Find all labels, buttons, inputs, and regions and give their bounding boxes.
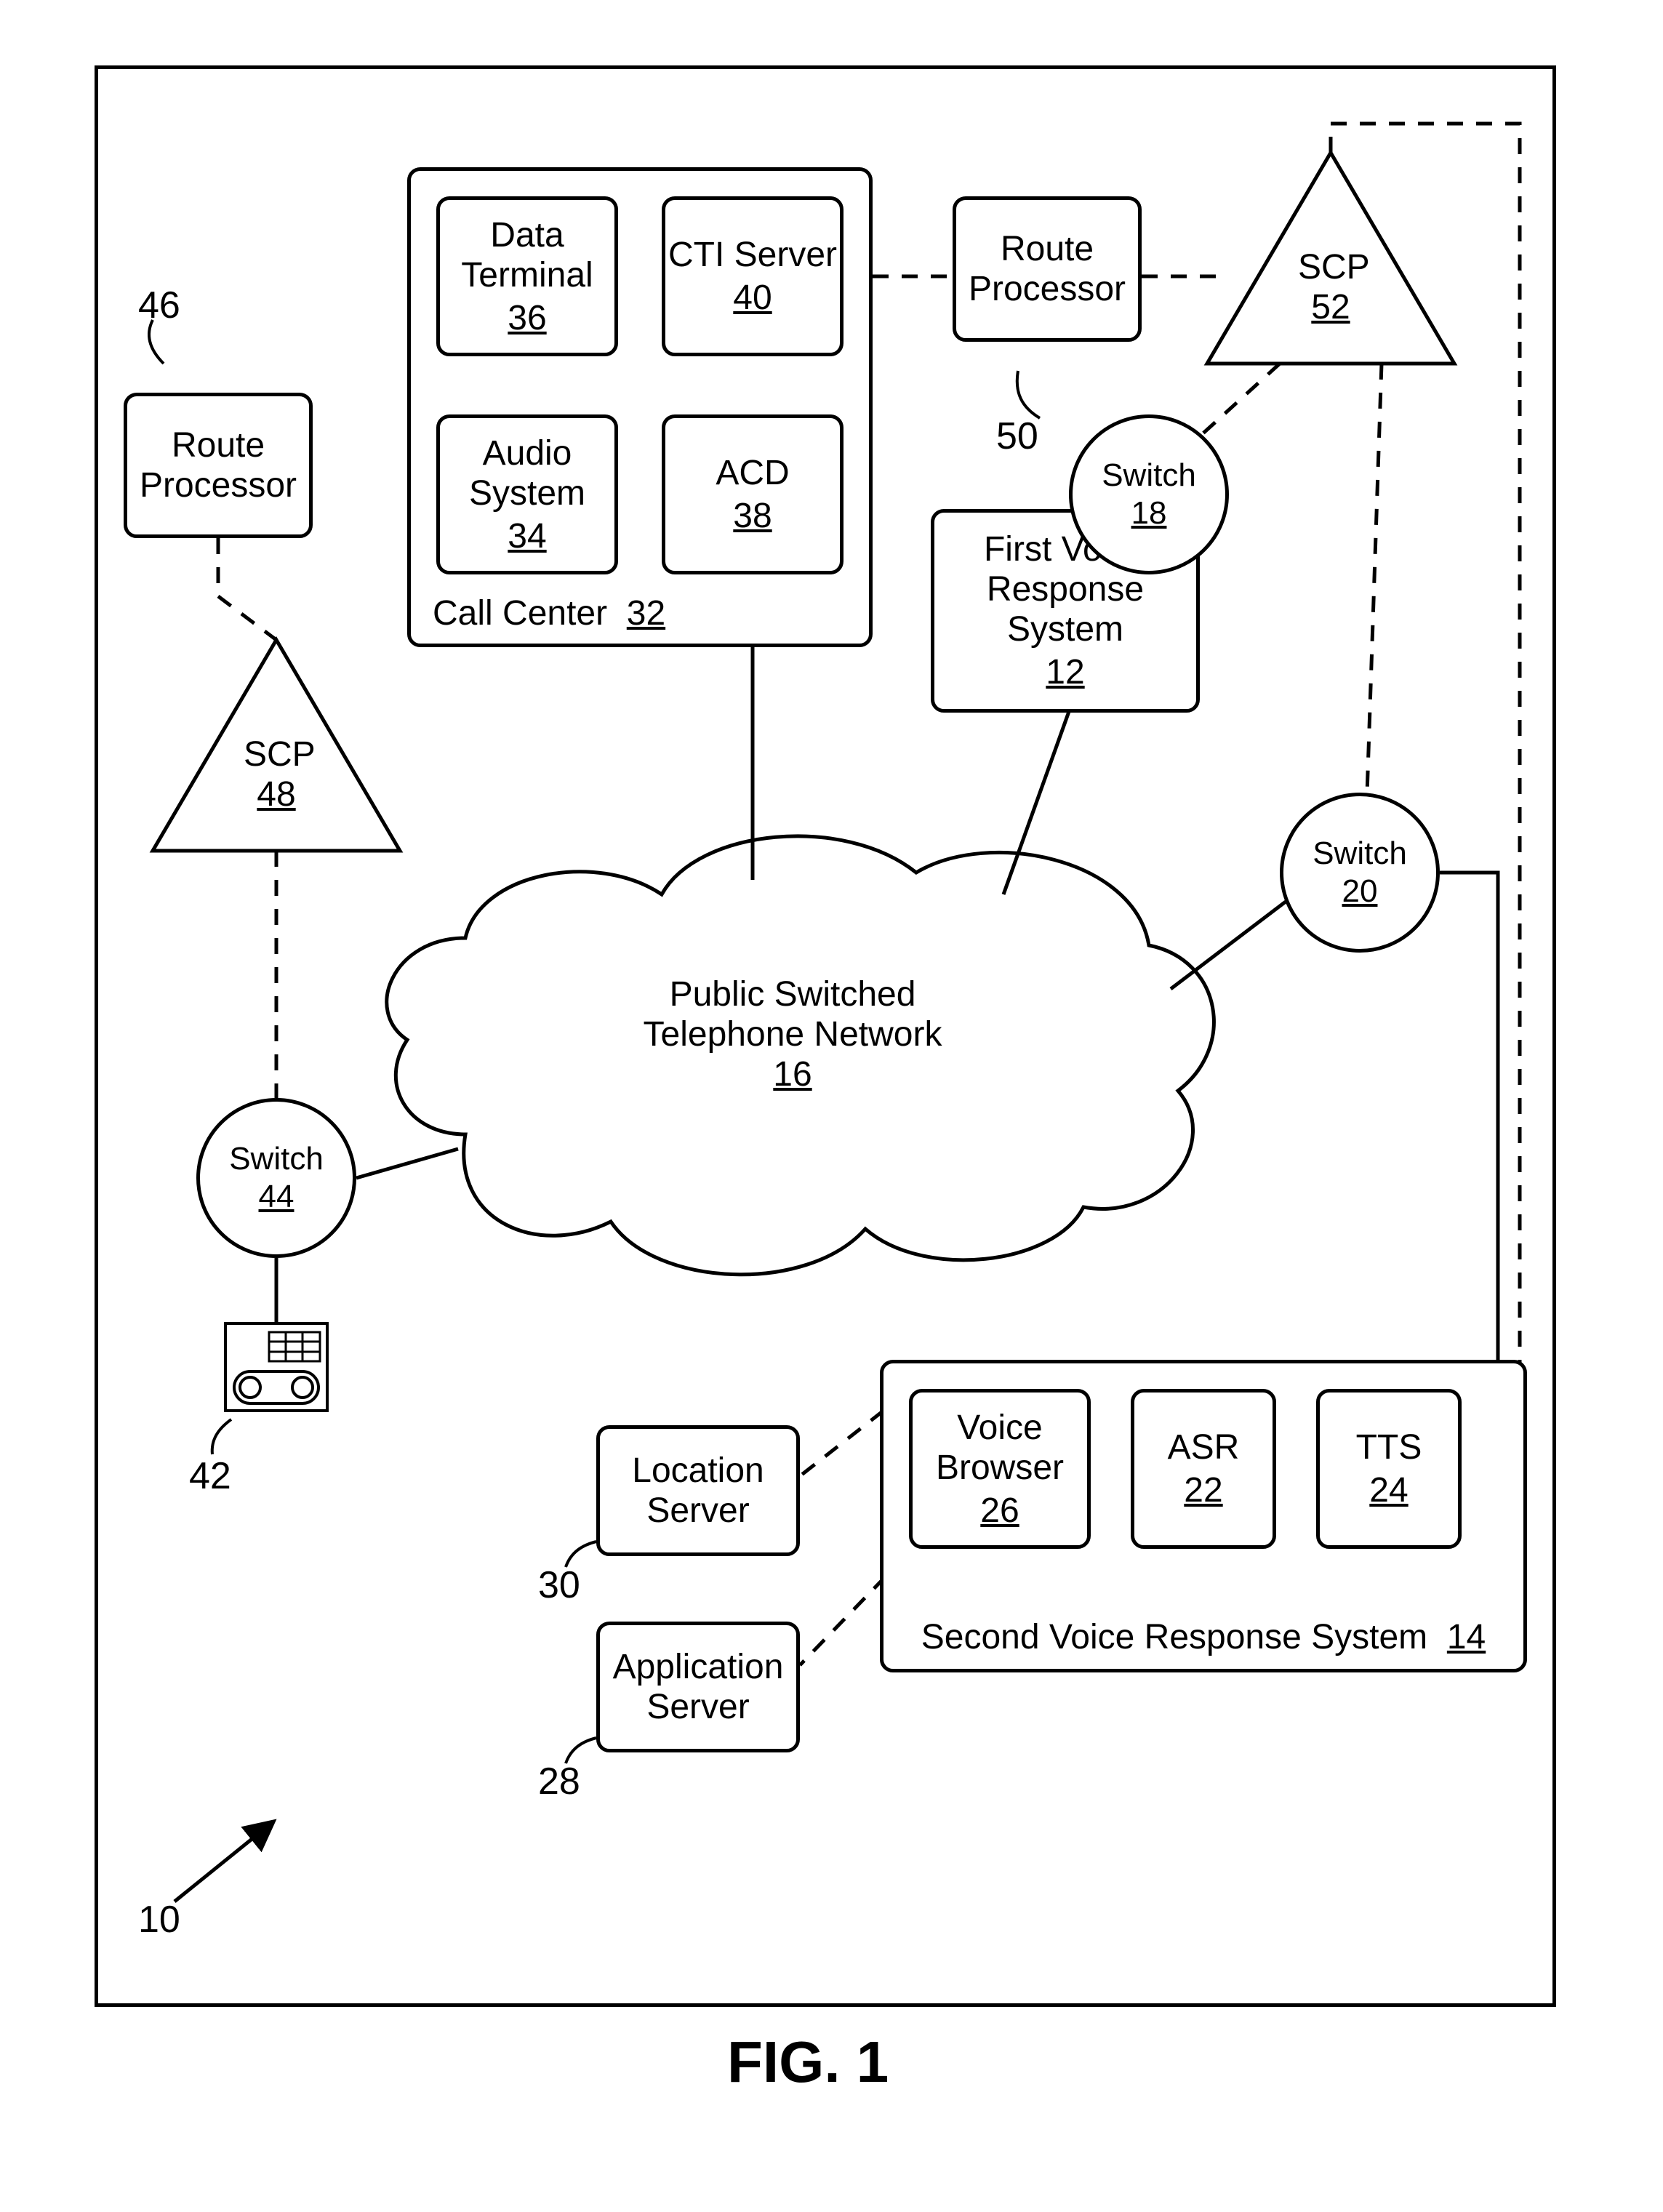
pstn-ref: 16: [604, 1054, 982, 1094]
scp-right-ref: 52: [1298, 287, 1363, 327]
application-server: Application Server: [596, 1622, 800, 1752]
acd: ACD 38: [662, 414, 843, 574]
s20-text: Switch: [1313, 835, 1407, 872]
scp-left-label: SCP 48: [244, 734, 309, 814]
cti-server: CTI Server 40: [662, 196, 843, 356]
call-center-title: Call Center: [433, 594, 607, 633]
switch-44: Switch 44: [196, 1098, 356, 1258]
vb-text: Voice Browser: [913, 1408, 1087, 1488]
asr: ASR 22: [1131, 1389, 1276, 1549]
scp-left-text: SCP: [244, 734, 309, 774]
s20-ref: 20: [1342, 873, 1378, 910]
page-root: SCP 48 SCP 52 Public Switched Telephone …: [0, 0, 1663, 2212]
rp-right-text: Route Processor: [956, 229, 1138, 309]
scp-left-ref: 48: [244, 774, 309, 814]
asr-text: ASR: [1168, 1427, 1240, 1467]
s18-text: Switch: [1102, 457, 1196, 494]
lead-30-num: 30: [538, 1563, 580, 1607]
cti-text: CTI Server: [668, 235, 837, 275]
data-terminal: Data Terminal 36: [436, 196, 618, 356]
lead-28-num: 28: [538, 1760, 580, 1803]
switch-20: Switch 20: [1280, 793, 1440, 953]
app-text: Application Server: [600, 1647, 796, 1727]
loc-text: Location Server: [600, 1451, 796, 1531]
pstn-text: Public Switched Telephone Network: [604, 974, 982, 1054]
scp-right-label: SCP 52: [1298, 247, 1363, 327]
lead-42-num: 42: [189, 1454, 231, 1498]
svrs-ref: 14: [1447, 1618, 1486, 1656]
svrs-title: Second Voice Response System: [921, 1618, 1427, 1656]
asr-ref: 22: [1184, 1470, 1222, 1510]
cti-ref: 40: [733, 278, 772, 318]
figure-caption: FIG. 1: [727, 2029, 889, 2096]
audio-text: Audio System: [440, 433, 614, 513]
lead-46-num: 46: [138, 284, 180, 327]
tts-ref: 24: [1369, 1470, 1408, 1510]
ref-10-num: 10: [138, 1898, 180, 1941]
scp-right-text: SCP: [1298, 247, 1363, 287]
fvrs-ref: 12: [1046, 652, 1084, 692]
location-server: Location Server: [596, 1425, 800, 1556]
route-processor-left: Route Processor: [124, 393, 313, 538]
rp-left-text: Route Processor: [127, 425, 309, 505]
voice-browser: Voice Browser 26: [909, 1389, 1091, 1549]
svrs-title-row: Second Voice Response System 14: [921, 1617, 1486, 1657]
dt-text: Data Terminal: [440, 215, 614, 295]
audio-system: Audio System 34: [436, 414, 618, 574]
s44-ref: 44: [259, 1179, 294, 1215]
tts-text: TTS: [1356, 1427, 1422, 1467]
call-center-title-row: Call Center 32: [433, 593, 665, 633]
audio-ref: 34: [508, 516, 546, 556]
s44-text: Switch: [229, 1141, 324, 1177]
pstn-label: Public Switched Telephone Network 16: [604, 974, 982, 1095]
dt-ref: 36: [508, 298, 546, 338]
switch-18: Switch 18: [1069, 414, 1229, 574]
vb-ref: 26: [980, 1491, 1019, 1531]
call-center-ref: 32: [627, 594, 665, 633]
tts: TTS 24: [1316, 1389, 1462, 1549]
s18-ref: 18: [1131, 495, 1167, 532]
lead-50-num: 50: [996, 414, 1038, 458]
acd-text: ACD: [716, 453, 789, 493]
acd-ref: 38: [733, 496, 772, 536]
route-processor-right: Route Processor: [953, 196, 1142, 342]
